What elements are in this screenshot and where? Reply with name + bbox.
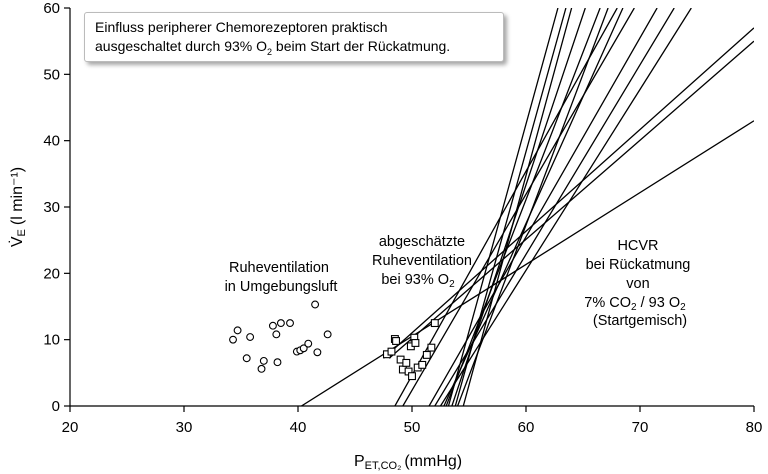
response-line [428,8,658,406]
x-tick-label: 30 [176,419,193,436]
annotation-hcvr: HCVR bei Rückatmung von 7% CO2 / 93 O2 (… [584,238,694,329]
o2-point [422,350,431,359]
x-tick-label: 20 [62,419,79,436]
y-tick-label: 0 [52,398,60,415]
o2-point [387,347,396,356]
y-tick-label: 60 [43,0,60,17]
ambient-air-point [257,364,266,373]
ambient-air-point [229,335,237,344]
o2-point [430,319,439,328]
note-line-1: Einfluss peripherer Chemorezeptoren prak… [95,19,388,35]
ambient-air-point [311,300,320,309]
y-tick-label: 40 [43,133,60,150]
response-line [454,8,567,406]
x-tick-label: 40 [290,419,307,436]
note-line-2: ausgeschaltet durch 93% O2 beim Start de… [95,38,451,57]
ambient-air-point [286,319,294,328]
axis-ticks: 20 30 40 50 60 70 80 0 10 20 30 40 50 60 [43,0,762,436]
o2-point [402,358,411,367]
ambient-air-point [268,321,277,330]
ambient-air-point [259,356,268,365]
response-line [456,8,609,406]
o2-point [392,337,400,345]
response-line [383,27,754,359]
o2-point [427,343,436,352]
ambient-air-point [272,330,281,339]
ambient-air-point [299,344,308,353]
response-line [447,8,559,406]
y-tick-label: 10 [43,332,60,349]
annotation-rest-o2: abgeschätzte Ruheventilation bei 93% O2 [372,234,476,290]
response-lines [301,8,754,406]
ambient-air-point [323,330,332,339]
ambient-air-point [246,333,255,341]
o2-point [408,372,416,381]
data-points [229,300,439,381]
response-line [388,40,754,359]
o2-point [411,339,420,347]
response-line [301,120,754,406]
ambient-air-point [242,354,251,363]
response-line [462,8,573,406]
y-tick-label: 20 [43,265,60,282]
ambient-air-point [273,358,282,367]
ambient-air-point [304,339,313,348]
response-line [394,8,618,406]
x-tick-label: 50 [404,419,421,436]
response-line [445,8,601,406]
x-tick-label: 80 [746,419,763,436]
ambient-air-point [233,326,242,335]
x-axis-title: PET,CO₂ (mmHg) [354,453,462,472]
x-tick-label: 60 [518,419,535,436]
y-tick-label: 50 [43,66,60,83]
ambient-air-point [313,348,322,357]
o2-point [418,360,427,369]
info-note-box: Einfluss peripherer Chemorezeptoren prak… [84,12,504,62]
ambient-air-point [276,319,285,328]
x-tick-label: 70 [632,419,649,436]
y-tick-label: 30 [43,199,60,216]
y-axis-title: V̇E(l min⁻¹) [8,167,28,247]
annotation-rest-air: Ruheventilation in Umgebungsluft [225,260,338,295]
